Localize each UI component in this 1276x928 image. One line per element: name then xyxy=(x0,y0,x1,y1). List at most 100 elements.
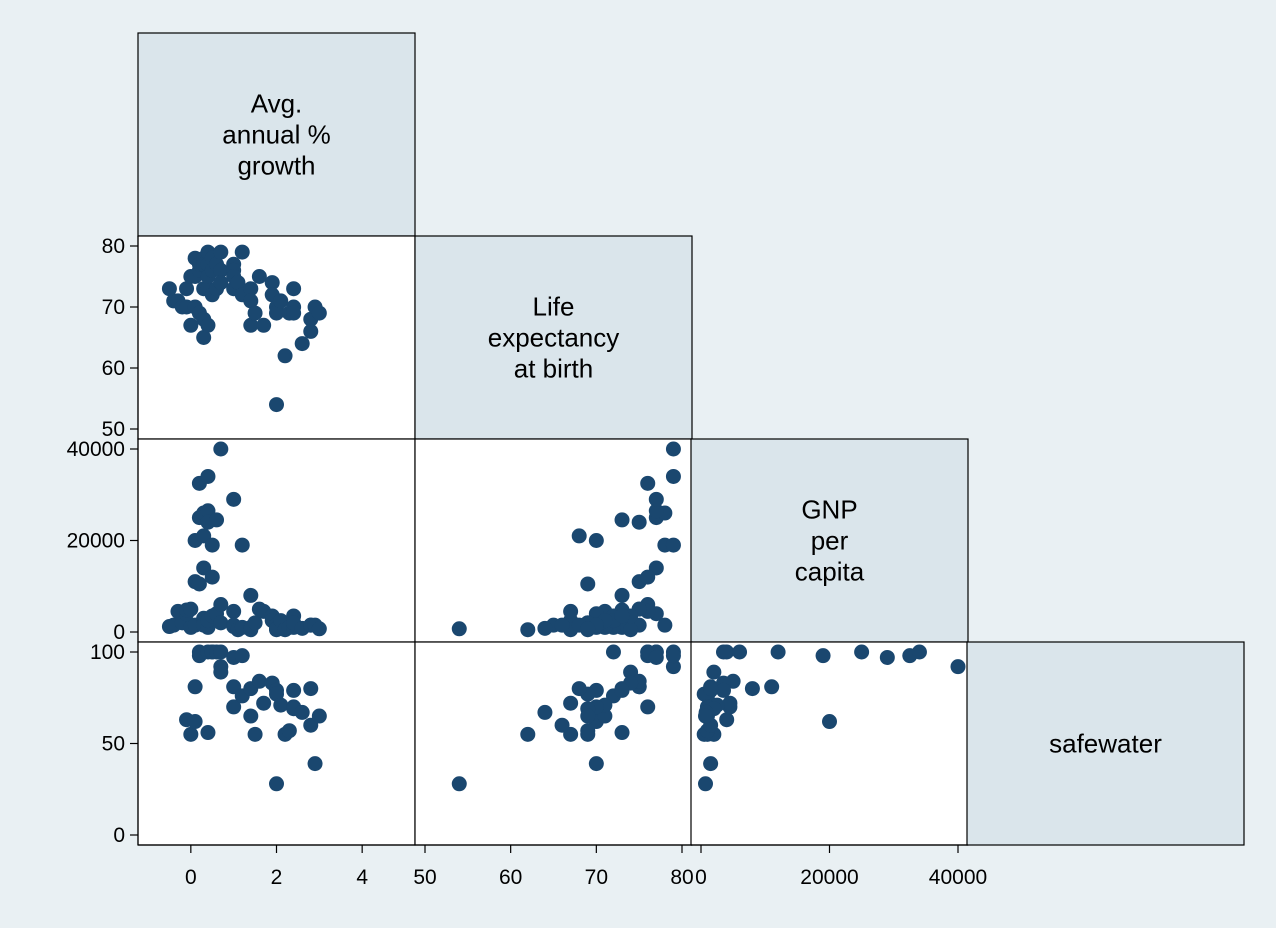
point-safewater-vs-growth-8 xyxy=(187,714,203,730)
point-safewater-vs-lexp-51 xyxy=(520,726,536,742)
x-tick-label-lexp-1: 60 xyxy=(499,866,522,889)
point-gnp-vs-lexp-37 xyxy=(665,537,681,553)
point-gnp-vs-growth-31 xyxy=(213,615,229,631)
point-safewater-vs-lexp-29 xyxy=(665,659,681,675)
point-safewater-vs-gnp-49 xyxy=(697,776,713,792)
point-gnp-vs-growth-7 xyxy=(183,601,199,617)
point-safewater-vs-gnp-27 xyxy=(719,644,735,660)
variable-label-gnp-line-2: per xyxy=(811,526,849,556)
point-lexp-vs-growth-49 xyxy=(269,397,284,413)
point-safewater-vs-gnp-25 xyxy=(770,644,786,660)
point-gnp-vs-lexp-51 xyxy=(520,622,536,638)
point-safewater-vs-growth-57 xyxy=(303,681,319,697)
point-gnp-vs-lexp-19 xyxy=(665,468,681,484)
point-lexp-vs-growth-36 xyxy=(230,275,246,291)
point-safewater-vs-lexp-53 xyxy=(614,682,630,698)
point-safewater-vs-lexp-37 xyxy=(665,648,681,664)
point-gnp-vs-lexp-49 xyxy=(451,621,467,637)
point-safewater-vs-growth-56 xyxy=(294,704,310,720)
point-safewater-vs-lexp-57 xyxy=(571,681,587,697)
point-safewater-vs-lexp-33 xyxy=(640,699,656,715)
point-gnp-vs-lexp-23 xyxy=(631,514,647,530)
point-gnp-vs-growth-37 xyxy=(234,537,250,553)
point-lexp-vs-growth-43 xyxy=(251,269,267,284)
point-safewater-vs-gnp-29 xyxy=(950,659,966,675)
point-safewater-vs-gnp-4 xyxy=(719,712,735,728)
point-lexp-vs-growth-37 xyxy=(234,244,250,260)
variable-label-gnp-line-1: GNP xyxy=(801,495,857,525)
x-tick-label-growth-0: 0 xyxy=(185,866,197,889)
point-gnp-vs-growth-28 xyxy=(209,512,225,528)
point-gnp-vs-growth-32 xyxy=(226,491,242,507)
y-tick-label-lexp-1: 60 xyxy=(102,357,125,380)
point-safewater-vs-lexp-32 xyxy=(648,649,664,665)
x-tick-label-growth-1: 2 xyxy=(271,866,283,889)
point-lexp-vs-growth-6 xyxy=(183,317,199,333)
point-safewater-vs-lexp-44 xyxy=(563,695,579,711)
point-safewater-vs-growth-50 xyxy=(273,697,289,713)
point-gnp-vs-growth-26 xyxy=(204,537,220,553)
point-safewater-vs-growth-60 xyxy=(311,708,327,724)
point-gnp-vs-lexp-17 xyxy=(571,528,587,544)
variable-label-growth-line-1: Avg. xyxy=(251,89,303,119)
point-lexp-vs-growth-39 xyxy=(243,281,259,297)
point-lexp-vs-growth-40 xyxy=(243,293,259,309)
point-safewater-vs-gnp-57 xyxy=(703,681,719,697)
y-tick-label-gnp-0: 0 xyxy=(113,621,125,644)
point-gnp-vs-lexp-36 xyxy=(623,622,639,638)
point-lexp-vs-growth-29 xyxy=(213,244,229,260)
point-gnp-vs-lexp-11 xyxy=(580,576,596,592)
point-safewater-vs-growth-6 xyxy=(183,726,199,742)
point-gnp-vs-lexp-32 xyxy=(648,491,664,507)
point-lexp-vs-growth-53 xyxy=(286,281,302,297)
point-safewater-vs-gnp-44 xyxy=(722,695,738,711)
x-tick-label-gnp-1: 20000 xyxy=(800,866,858,889)
point-safewater-vs-growth-37 xyxy=(234,648,250,664)
point-gnp-vs-lexp-28 xyxy=(614,512,630,528)
point-gnp-vs-growth-25 xyxy=(204,569,220,585)
point-gnp-vs-lexp-12 xyxy=(640,475,656,491)
variable-label-growth-line-2: annual % xyxy=(222,120,330,150)
point-gnp-vs-growth-42 xyxy=(247,615,263,631)
point-gnp-vs-lexp-8 xyxy=(588,533,604,548)
point-gnp-vs-lexp-58 xyxy=(554,617,570,633)
diagonal-cell-lexp xyxy=(414,235,693,440)
point-lexp-vs-growth-0 xyxy=(161,281,177,297)
point-gnp-vs-lexp-22 xyxy=(648,503,664,519)
point-gnp-vs-lexp-60 xyxy=(580,621,596,637)
point-safewater-vs-growth-43 xyxy=(251,673,267,689)
point-safewater-vs-gnp-13 xyxy=(854,644,870,660)
point-gnp-vs-growth-33 xyxy=(226,603,242,619)
point-lexp-vs-growth-44 xyxy=(256,317,272,333)
point-gnp-vs-lexp-25 xyxy=(640,569,656,585)
point-safewater-vs-lexp-20 xyxy=(614,725,630,741)
point-safewater-vs-growth-33 xyxy=(226,699,242,715)
y-tick-label-gnp-1: 20000 xyxy=(67,530,125,553)
x-tick-label-lexp-0: 50 xyxy=(413,866,436,889)
point-safewater-vs-growth-52 xyxy=(281,723,297,739)
scatter-cell-safewater-vs-lexp xyxy=(414,641,693,846)
point-gnp-vs-lexp-29 xyxy=(665,441,681,457)
scatter-cell-safewater-vs-growth xyxy=(137,641,416,846)
point-gnp-vs-growth-30 xyxy=(213,597,229,613)
point-gnp-vs-growth-29 xyxy=(213,441,229,457)
point-gnp-vs-lexp-56 xyxy=(537,620,553,636)
point-lexp-vs-growth-56 xyxy=(294,336,310,352)
point-safewater-vs-gnp-60 xyxy=(697,708,713,724)
point-gnp-vs-lexp-10 xyxy=(657,617,673,633)
point-lexp-vs-growth-5 xyxy=(179,281,195,297)
point-gnp-vs-lexp-53 xyxy=(614,608,630,624)
point-safewater-vs-growth-20 xyxy=(200,725,216,741)
variable-label-lexp-line-3: at birth xyxy=(514,354,594,384)
point-gnp-vs-lexp-44 xyxy=(563,603,579,619)
variable-label-growth-line-3: growth xyxy=(237,151,315,181)
point-safewater-vs-growth-59 xyxy=(307,756,323,772)
y-tick-label-safewater-2: 100 xyxy=(90,641,125,664)
x-tick-label-gnp-0: 0 xyxy=(695,866,707,889)
point-safewater-vs-growth-30 xyxy=(213,644,229,660)
point-gnp-vs-growth-11 xyxy=(191,576,207,592)
y-tick-label-lexp-2: 70 xyxy=(102,296,125,319)
y-tick-label-gnp-2: 40000 xyxy=(67,438,125,461)
y-tick-label-safewater-0: 0 xyxy=(113,824,125,847)
point-gnp-vs-growth-39 xyxy=(243,587,259,603)
